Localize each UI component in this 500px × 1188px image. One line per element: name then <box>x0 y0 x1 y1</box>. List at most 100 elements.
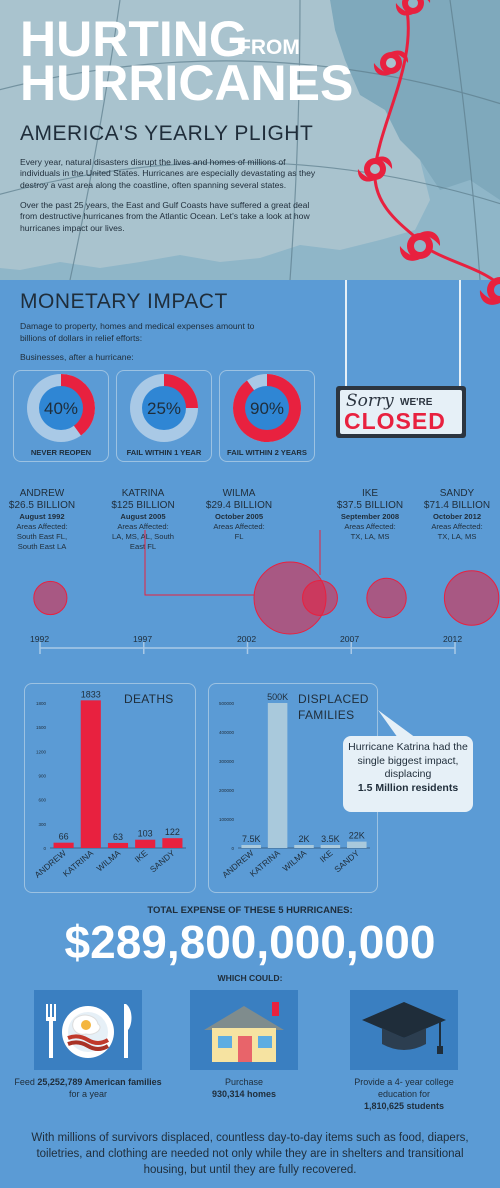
title-hurricanes: HURRICANES <box>20 55 354 111</box>
storm-name: SANDY <box>439 488 475 499</box>
graduation-cap-icon <box>350 990 458 1070</box>
storm-areas: FL <box>234 531 244 541</box>
bar-katrina <box>267 703 288 848</box>
storm-areas-label: Areas Affected: <box>344 521 396 531</box>
cost-bubble-wilma <box>302 580 338 616</box>
donut-value: 40% <box>44 399 78 418</box>
deaths-bar-chart: 0 300 600 900 1200 1500 1800 66 ANDREW 1833 KATRIN… <box>33 689 186 880</box>
sign-closed-text: CLOSED <box>344 408 446 434</box>
bar-value-label: 7.5K <box>242 834 261 844</box>
storm-info-ike: IKE $37.5 BILLION September 2008 Areas A… <box>325 488 415 542</box>
y-tick-label: 1800 <box>36 701 47 706</box>
storm-info-katrina: KATRINA $125 BILLION August 2005 Areas A… <box>98 488 188 551</box>
y-tick-label: 0 <box>231 846 234 851</box>
bar-value-label: 66 <box>59 832 69 842</box>
hurricane-marker-2 <box>372 44 410 87</box>
bar-value-label: 103 <box>138 829 153 839</box>
bar-wilma <box>294 845 314 848</box>
hurricane-icon <box>357 156 393 182</box>
caption-text: Feed <box>14 1077 38 1087</box>
storm-name: KATRINA <box>121 488 165 499</box>
category-label: IKE <box>318 848 335 865</box>
caption-text-end: for a year <box>68 1089 108 1100</box>
storm-areas-label: Areas Affected: <box>213 521 265 531</box>
sign-sorry-text: Sorry <box>346 391 394 411</box>
storm-areas-label: Areas Affected: <box>431 521 483 531</box>
hurricane-marker-1 <box>394 0 432 27</box>
hurricane-marker-3 <box>356 150 394 193</box>
donut-charts: 40% 25% 90% <box>27 374 301 442</box>
storm-date: August 2005 <box>120 512 166 521</box>
bar-ike <box>320 845 341 848</box>
storm-areas: TX, LA, MS <box>437 531 477 541</box>
hurricane-marker-4 <box>398 224 442 273</box>
storm-cost: $125 BILLION <box>111 500 175 511</box>
storm-name: ANDREW <box>19 488 65 499</box>
subtitle: AMERICA'S YEARLY PLIGHT <box>20 122 314 145</box>
deaths-chart-title: DEATHS <box>124 692 174 706</box>
caption-text: Provide a 4- year college education for <box>354 1077 454 1100</box>
y-tick-label: 400000 <box>219 730 235 735</box>
title-from: FROM <box>238 36 300 59</box>
category-label: SANDY <box>332 848 361 875</box>
equivalent-caption-homes: Purchase 930,314 homes <box>169 1076 319 1100</box>
hurricane-icon <box>373 50 409 76</box>
donut-value: 90% <box>250 399 284 418</box>
donut-card-fail-1-year <box>116 370 212 462</box>
bar-value-label: 22K <box>349 831 365 841</box>
donut-center <box>142 386 186 430</box>
connector-wilma <box>319 530 321 575</box>
y-tick-label: 100000 <box>219 817 235 822</box>
displaced-title-line1: DISPLACED <box>298 692 369 706</box>
caption-strong: 25,252,789 American families <box>37 1077 162 1087</box>
y-tick-label: 300000 <box>219 759 235 764</box>
which-could-label: WHICH COULD: <box>217 973 283 983</box>
equivalent-caption-college: Provide a 4- year college education for … <box>329 1076 479 1112</box>
bar-value-label: 1833 <box>81 689 101 699</box>
displaced-title-line2: FAMILIES <box>298 707 355 722</box>
storm-date: September 2008 <box>340 512 400 521</box>
storm-info-wilma: WILMA $29.4 BILLION October 2005 Areas A… <box>194 488 284 542</box>
closed-sign: Sorry WE'RE CLOSED <box>332 280 472 445</box>
category-label: ANDREW <box>33 848 68 880</box>
storm-cost: $29.4 BILLION <box>205 500 273 511</box>
donut-value: 25% <box>147 399 181 418</box>
storm-areas: South East FL, South East LA <box>16 531 68 551</box>
cost-bubble-timeline <box>33 530 500 654</box>
storm-date: October 2005 <box>214 512 264 521</box>
callout-text: Hurricane Katrina had the single biggest… <box>348 741 468 781</box>
storm-name: WILMA <box>222 488 256 499</box>
y-tick-label: 200000 <box>219 788 235 793</box>
storm-info-sandy: SANDY $71.4 BILLION October 2012 Areas A… <box>412 488 500 542</box>
caption-text: Purchase <box>224 1077 264 1087</box>
intro-paragraph-2: Over the past 25 years, the East and Gul… <box>20 200 310 233</box>
y-tick-label: 1500 <box>36 725 47 730</box>
bar-andrew <box>53 842 74 848</box>
katrina-callout: Hurricane Katrina had the single biggest… <box>343 736 473 812</box>
hurricane-icon <box>479 277 500 305</box>
cost-bubble-sandy <box>443 570 500 626</box>
y-tick-label: 600 <box>38 798 46 803</box>
category-label: SANDY <box>148 848 177 875</box>
closing-paragraph: With millions of survivors displaced, co… <box>31 1132 469 1177</box>
callout-pointer <box>378 710 416 738</box>
storm-date: August 1992 <box>19 512 65 521</box>
monetary-impact-title: MONETARY IMPACT <box>20 290 228 313</box>
category-label: IKE <box>133 848 150 865</box>
donut-label-fail-2-years: FAIL WITHIN 2 YEARS <box>227 448 307 457</box>
monetary-description: Damage to property, homes and medical ex… <box>20 321 255 343</box>
category-label: WILMA <box>281 848 309 874</box>
storm-areas-label: Areas Affected: <box>117 521 169 531</box>
storm-areas: LA, MS, AL, South East FL <box>111 531 175 551</box>
donut-label-fail-1-year: FAIL WITHIN 1 YEAR <box>126 448 202 457</box>
bar-value-label: 500K <box>267 692 288 702</box>
cost-bubble-ike <box>366 577 407 619</box>
bar-wilma <box>107 842 129 848</box>
year-label-2012: 2012 <box>443 634 463 644</box>
y-tick-label: 500000 <box>219 701 235 706</box>
sign-were-text: WE'RE <box>400 397 433 408</box>
storm-cost: $26.5 BILLION <box>8 500 76 511</box>
donut-card-fail-2-years <box>219 370 315 462</box>
year-label-1997: 1997 <box>133 634 153 644</box>
cost-bubble-andrew <box>33 580 68 616</box>
